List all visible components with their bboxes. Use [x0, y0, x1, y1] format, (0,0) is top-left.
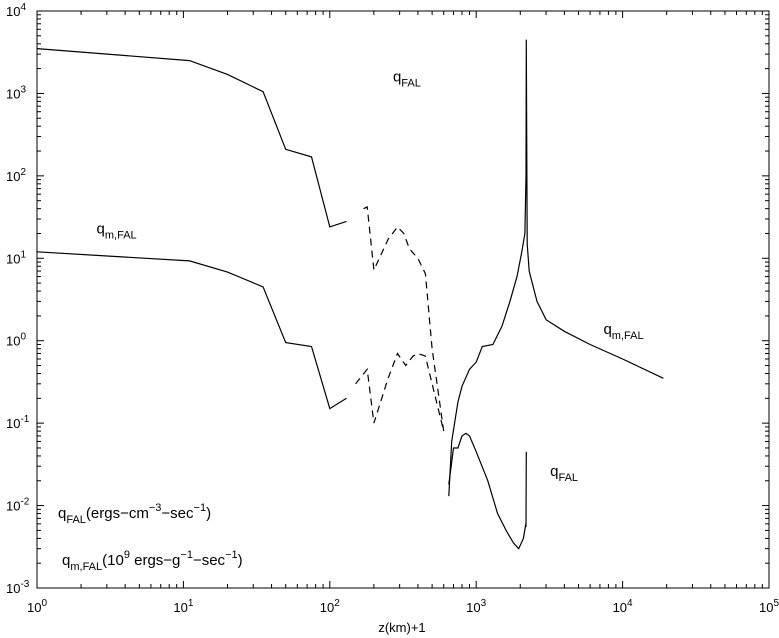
y-tick-label: 10-3 — [6, 579, 30, 596]
curve-label-q_mfal_right: qm,FAL — [603, 321, 643, 342]
x-axis-label: z(km)+1 — [378, 620, 425, 635]
series-line-q-fal-solid — [448, 39, 664, 497]
curve-label-q_fal_bottom: qFAL — [550, 463, 578, 484]
x-tick-label: 100 — [27, 598, 47, 615]
series-line-q-m-fal-solid — [448, 432, 527, 550]
y-tick-label: 104 — [6, 2, 26, 19]
curve-label-q_mfal_mid: qm,FAL — [97, 220, 137, 241]
x-tick-label: 104 — [613, 598, 633, 615]
x-tick-label: 101 — [173, 598, 193, 615]
curve-label-q_fal_top: qFAL — [393, 68, 421, 89]
series-line-q-fal-solid — [36, 48, 347, 228]
y-tick-label: 102 — [6, 167, 26, 184]
y-tick-label: 100 — [6, 332, 26, 349]
series-line-q-fal-dashed — [363, 205, 445, 432]
series-lines — [36, 39, 664, 550]
x-tick-label: 105 — [759, 598, 779, 615]
x-tick-label: 103 — [466, 598, 486, 615]
annotations: qFAL qm,FAL qm,FAL qFAL qFAL(ergs−cm−3−sec−1… — [58, 68, 644, 573]
axis-ticks — [36, 11, 769, 589]
tick-labels: 100 101 102 103 104 105 10-3 10-2 10-1 100 101 102 1… — [6, 2, 779, 615]
units-units_qfal: qFAL(ergs−cm−3−sec−1) — [58, 502, 211, 526]
series-line-q-m-fal-dashed — [355, 352, 445, 432]
units-units_qmfal: qm,FAL(109 ergs−g−1−sec−1) — [62, 549, 243, 573]
plot-frame — [36, 10, 770, 589]
y-tick-label: 10-2 — [6, 497, 30, 514]
series-line-q-m-fal-solid — [36, 251, 347, 410]
x-tick-label: 102 — [320, 598, 340, 615]
y-tick-label: 10-1 — [6, 414, 30, 431]
y-tick-label: 101 — [6, 249, 26, 266]
y-tick-label: 103 — [6, 84, 26, 101]
